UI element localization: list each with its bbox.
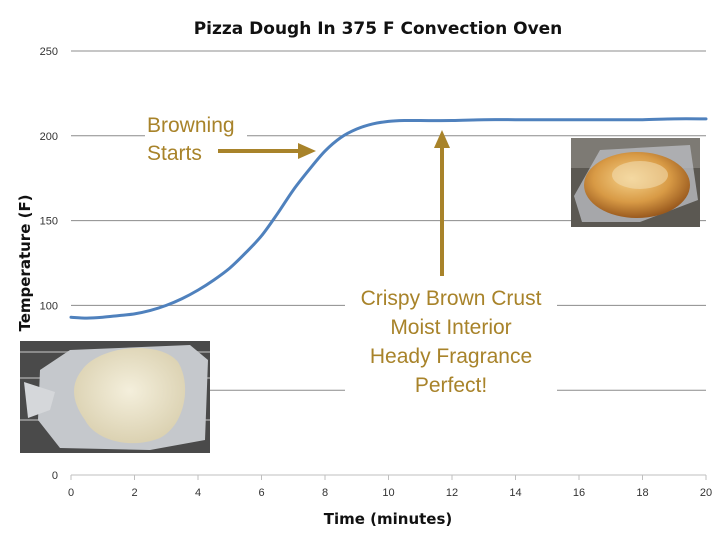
annotation-perfect-line: Moist Interior (390, 316, 511, 339)
x-tick-label: 0 (68, 487, 74, 499)
annotation-perfect-line: Crispy Brown Crust (361, 287, 542, 310)
x-tick-label: 16 (573, 487, 585, 499)
baked-pizza-dough-photo (571, 138, 700, 227)
annotation-browning: Browning Starts (145, 111, 316, 167)
x-tick-label: 14 (509, 487, 521, 499)
annotation-perfect: Crispy Brown Crust Moist Interior Heady … (345, 130, 557, 397)
y-axis-title: Temperature (F) (16, 194, 34, 331)
raw-pizza-dough-photo (20, 341, 210, 453)
x-tick-label: 18 (636, 487, 648, 499)
x-tick-label: 12 (446, 487, 458, 499)
x-axis-ticks: 0 2 4 6 8 10 12 14 16 18 20 (68, 475, 712, 499)
y-tick-label: 150 (40, 216, 58, 228)
x-tick-label: 8 (322, 487, 328, 499)
chart-title: Pizza Dough In 375 F Convection Oven (194, 19, 563, 39)
y-tick-label: 200 (40, 131, 58, 143)
arrow-perfect-head (434, 130, 450, 148)
annotation-perfect-line: Perfect! (415, 374, 487, 397)
x-tick-label: 6 (258, 487, 264, 499)
arrow-browning-head (298, 143, 316, 159)
x-tick-label: 4 (195, 487, 201, 499)
annotation-perfect-line: Heady Fragrance (370, 345, 532, 368)
x-tick-label: 20 (700, 487, 712, 499)
y-tick-label: 100 (40, 300, 58, 312)
y-tick-label: 0 (52, 470, 58, 482)
annotation-browning-line: Starts (147, 142, 202, 165)
annotation-browning-line: Browning (147, 114, 235, 137)
x-tick-label: 2 (131, 487, 137, 499)
series-layer (69, 117, 708, 320)
x-tick-label: 10 (382, 487, 394, 499)
series-line-0 (69, 117, 708, 320)
x-axis-title: Time (minutes) (324, 510, 453, 528)
y-tick-label: 250 (40, 46, 58, 58)
